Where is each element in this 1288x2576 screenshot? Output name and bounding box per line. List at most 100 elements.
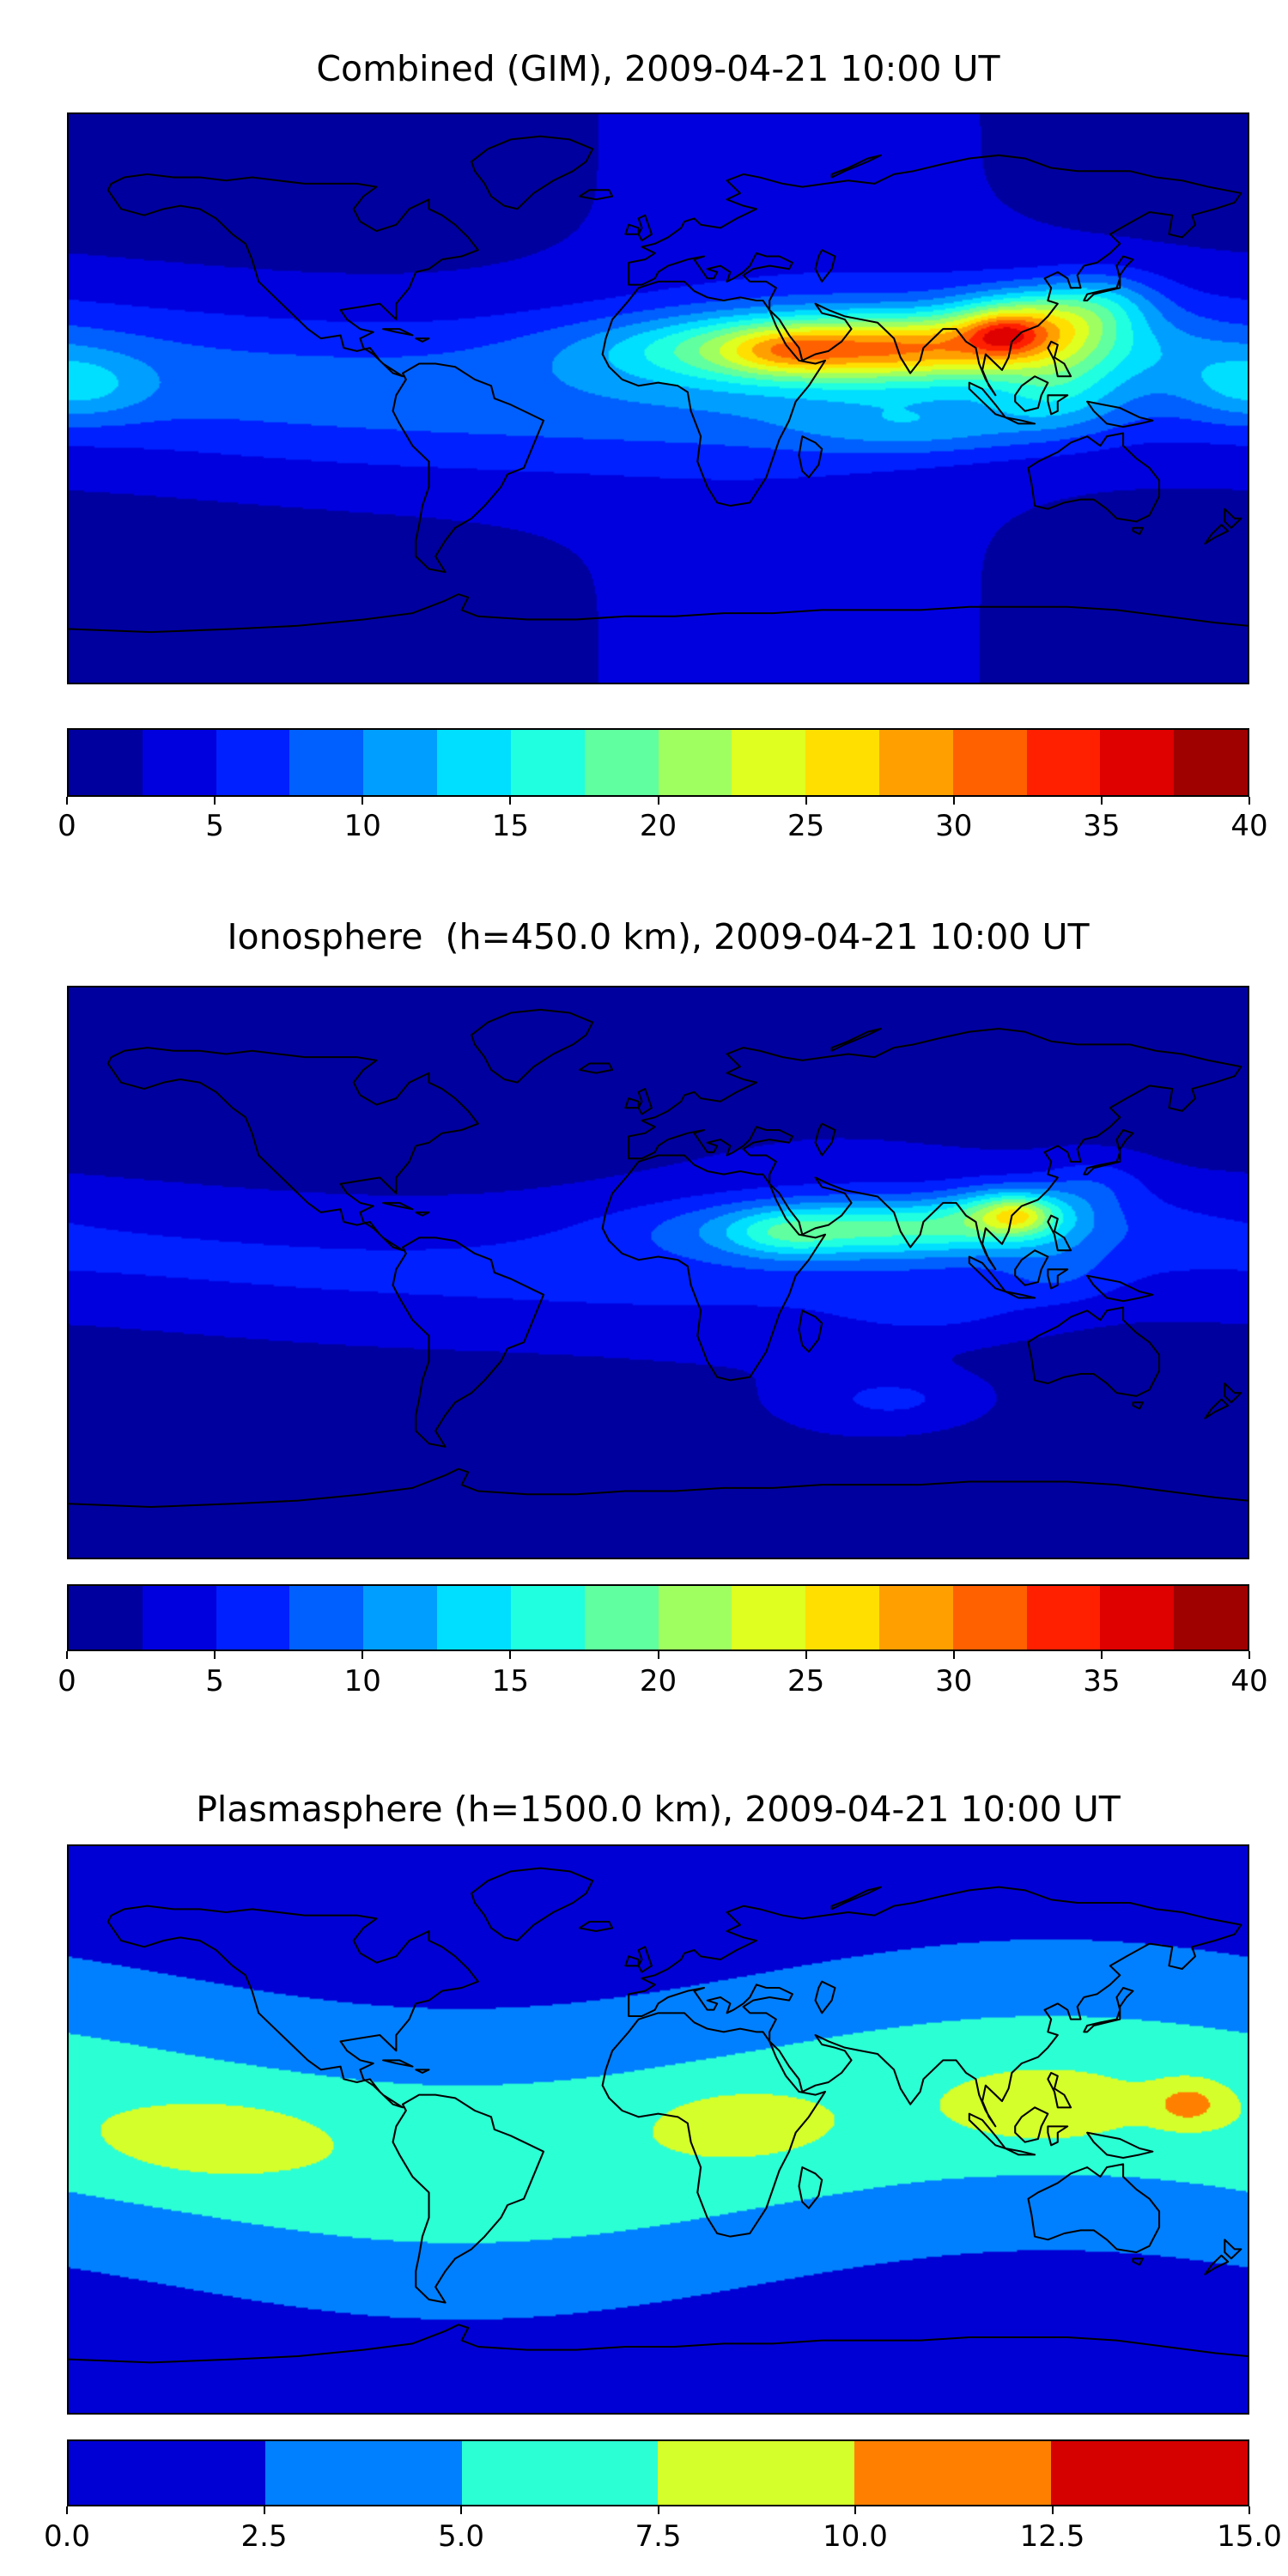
coastline-path xyxy=(471,1867,594,1942)
colorbar-tick-label: 20 xyxy=(639,809,677,843)
colorbar-tick xyxy=(66,1651,68,1659)
colorbar-segment xyxy=(363,730,438,795)
colorbar-tick xyxy=(214,797,216,805)
colorbar-tick-label: 40 xyxy=(1230,1664,1268,1698)
colorbar-tick xyxy=(952,797,955,805)
coastline-path xyxy=(628,1027,1242,1271)
coastline-path xyxy=(415,1211,430,1217)
coastline-path xyxy=(69,593,1248,634)
coastline-path xyxy=(1027,2163,1161,2254)
colorbar-segment xyxy=(952,730,1027,795)
coastlines-overlay xyxy=(69,1867,1248,2364)
coastline-path xyxy=(578,1062,614,1074)
coastline-path xyxy=(69,2324,1248,2364)
coastline-path xyxy=(1047,1214,1072,1252)
colorbar-ticks xyxy=(66,2506,1250,2515)
coastline-path xyxy=(624,1097,640,1109)
colorbar-segment xyxy=(510,1586,585,1649)
colorbar-segment xyxy=(658,1586,732,1649)
tec-field-canvas xyxy=(69,1846,1248,2413)
colorbar-segment xyxy=(1026,730,1101,795)
coastline-path xyxy=(106,1905,479,2109)
colorbar-segment xyxy=(69,730,143,795)
colorbar-tick-label: 30 xyxy=(935,1664,973,1698)
colorbar-tick xyxy=(361,797,364,805)
panel-title: Combined (GIM), 2009-04-21 10:00 UT xyxy=(316,48,1000,89)
colorbar-segment xyxy=(1100,1586,1175,1649)
colorbar-tick xyxy=(66,2506,68,2514)
colorbar-tick xyxy=(361,1651,364,1659)
coastline-path xyxy=(1224,507,1242,529)
colorbar-segment xyxy=(854,2441,1052,2505)
coastline-path xyxy=(798,1309,823,1353)
colorbar-tick xyxy=(1100,1651,1103,1659)
coastline-path xyxy=(415,337,430,343)
coastline-path xyxy=(798,2166,823,2209)
colorbar-segment xyxy=(69,1586,143,1649)
colorbar-segment xyxy=(1051,2441,1248,2505)
colorbar-segment xyxy=(658,2441,855,2505)
coastline-path xyxy=(1027,432,1161,523)
colorbar-tick-label: 7.5 xyxy=(635,2519,682,2554)
coastline-path xyxy=(968,2112,1006,2150)
colorbar-tick xyxy=(805,1651,807,1659)
coastline-path xyxy=(471,1008,594,1084)
colorbar-tick-label: 2.5 xyxy=(240,2519,288,2554)
colorbar-tick xyxy=(1051,2506,1054,2514)
coastline-path xyxy=(1027,1306,1161,1397)
coastline-path xyxy=(814,249,836,283)
panel-title: Ionosphere (h=450.0 km), 2009-04-21 10:0… xyxy=(227,916,1090,957)
coastline-path xyxy=(1204,1398,1230,1419)
coastline-path xyxy=(1086,2131,1154,2160)
colorbar-tick-labels: 0 5 10 15 20 25 30 35 40 xyxy=(58,808,1267,844)
coastline-path xyxy=(1132,526,1145,536)
coastline-path xyxy=(382,328,414,337)
coastline-path xyxy=(601,280,827,507)
coastline-path xyxy=(968,381,1006,419)
coastline-path xyxy=(392,1236,545,1448)
coastline-path xyxy=(1004,1291,1036,1299)
coastline-path xyxy=(601,2012,827,2238)
colorbar-segment xyxy=(805,730,879,795)
colorbar-segment xyxy=(461,2441,659,2505)
colorbar-tick-label: 0 xyxy=(58,1664,76,1698)
coastline-path xyxy=(1014,375,1049,412)
colorbar-tick-label: 5 xyxy=(205,1664,224,1698)
colorbar xyxy=(67,1584,1249,1651)
colorbar-tick-label: 35 xyxy=(1083,809,1121,843)
colorbar-segment xyxy=(264,2441,462,2505)
colorbar-tick xyxy=(1249,1651,1250,1659)
colorbar-tick-label: 10.0 xyxy=(823,2519,888,2554)
colorbar-tick-labels: 0.0 2.5 5.0 7.5 10.0 12.5 15.0 xyxy=(44,2518,1282,2555)
colorbar-tick xyxy=(952,1651,955,1659)
tec-field-canvas xyxy=(69,987,1248,1558)
colorbar-tick-label: 25 xyxy=(787,1664,825,1698)
colorbar-tick xyxy=(1249,2506,1250,2514)
coastline-path xyxy=(637,214,653,242)
coastline-path xyxy=(69,1467,1248,1508)
coastline-path xyxy=(1047,2125,1069,2147)
coastline-path xyxy=(578,189,614,201)
coastline-path xyxy=(637,1946,653,1973)
coastline-path xyxy=(106,1047,479,1252)
coastline-path xyxy=(1047,2071,1072,2109)
colorbar-tick xyxy=(854,2506,856,2514)
coastline-path xyxy=(624,1955,640,1967)
colorbar-segment xyxy=(437,1586,511,1649)
coastline-path xyxy=(830,1886,882,1911)
coastline-path xyxy=(814,1980,836,2014)
colorbar-segment xyxy=(805,1586,879,1649)
colorbar-tick xyxy=(66,797,68,805)
colorbar-segment xyxy=(878,1586,953,1649)
colorbar-segment xyxy=(584,730,659,795)
colorbar-segment xyxy=(1174,730,1248,795)
coastlines-overlay xyxy=(69,1008,1248,1508)
colorbar xyxy=(67,728,1249,797)
coastline-path xyxy=(471,135,594,210)
colorbar xyxy=(67,2439,1249,2506)
colorbar-segment xyxy=(952,1586,1027,1649)
coastline-path xyxy=(1004,2147,1036,2156)
colorbar-tick-label: 12.5 xyxy=(1019,2519,1085,2554)
colorbar-segment xyxy=(216,730,290,795)
